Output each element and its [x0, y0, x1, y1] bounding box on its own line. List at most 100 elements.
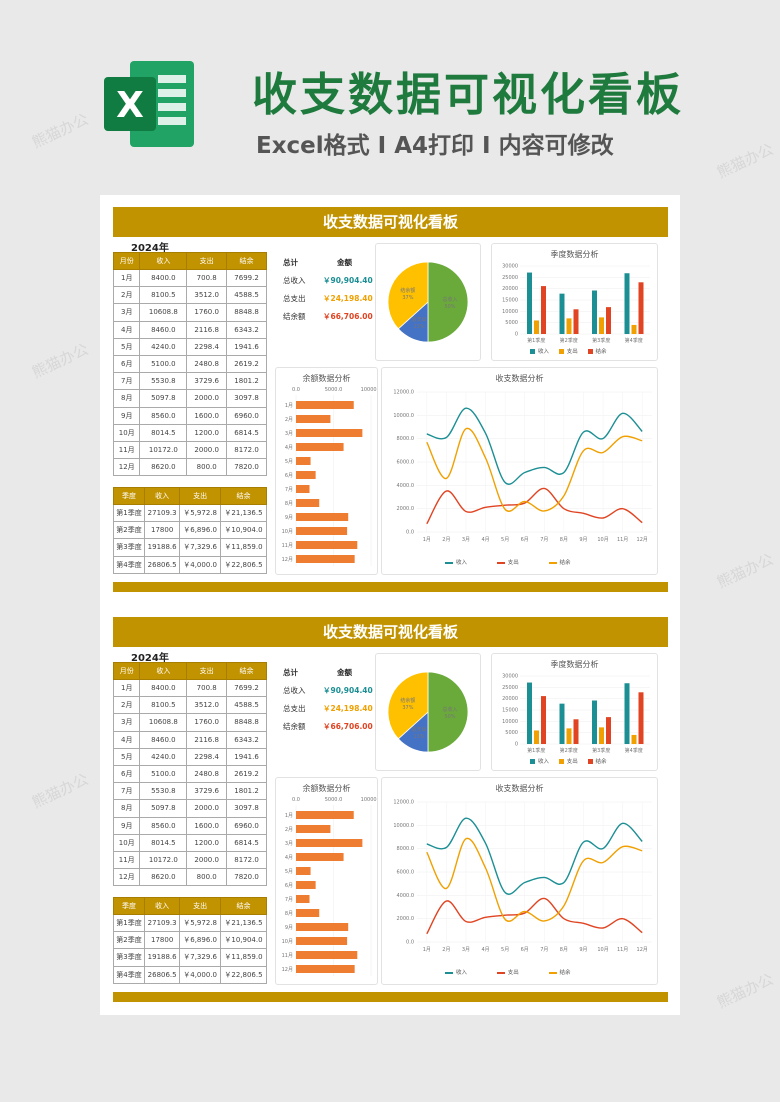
table-cell: ￥4,000.0: [179, 555, 221, 574]
promo-subtitle: Excel格式 I A4打印 I 内容可修改: [256, 133, 614, 159]
table-cell: 7月: [112, 782, 141, 801]
table-cell: 1801.2: [226, 372, 267, 391]
table-cell: 4240.0: [139, 337, 188, 356]
y-tick-label: 2000.0: [397, 916, 415, 922]
table-cell: 2000.0: [186, 799, 228, 818]
table-row: 第1季度 27109.3 ￥5,972.8 ￥21,136.5: [112, 503, 268, 523]
excel-logo-icon: X: [104, 61, 194, 147]
table-cell: 26806.5: [144, 965, 181, 984]
quarter-chart-title: 季度数据分析: [550, 250, 599, 259]
line-legend: 收入 支出 结余: [437, 968, 571, 976]
balance-bar: [296, 415, 331, 423]
table-cell: ￥6,896.0: [179, 931, 221, 950]
legend-balance: 结余: [559, 560, 571, 566]
balance-bar: [296, 429, 363, 437]
table-cell: 第1季度: [112, 503, 146, 523]
quarter-bar: [599, 727, 604, 744]
table-cell: ￥6,896.0: [179, 521, 221, 540]
x-tick-label: 3月: [462, 537, 470, 543]
table-cell: ￥21,136.5: [219, 503, 268, 523]
balance-chart-card: 余额数据分析 0.0 5000.0 10000.0 1月 2月 3月 4月 5月 6月 7月 8月 9…: [275, 777, 378, 985]
balance-bar: [296, 443, 344, 451]
balance-bar: [296, 513, 349, 521]
line-series: [426, 407, 643, 485]
table-cell: 5097.8: [139, 799, 188, 818]
x-tick-label: 10月: [597, 947, 608, 953]
x-tick-label: 第4季度: [625, 747, 643, 754]
monthly-table: 月份 收入 支出 结余 1月 8400.0 700.8 7699.2 2月 8100.5 3512…: [112, 662, 267, 887]
y-tick-label: 12000.0: [393, 800, 414, 806]
dashboard-board-top: 收支数据可视化看板 2024年 月份 收入 支出 结余 1月 8400.0 700.8 76…: [112, 207, 668, 592]
y-tick-label: 15000: [502, 298, 518, 304]
table-cell: 7699.2: [226, 678, 267, 698]
y-tick-label: 0.0: [406, 940, 414, 946]
balance-bar: [296, 965, 355, 973]
pie-chart-card: 总收入 50% 总支出 13% 结余额 37%: [375, 653, 481, 771]
x-tick-label: 第2季度: [560, 747, 578, 754]
monthly-table-header: 支出: [186, 662, 228, 680]
balance-bar: [296, 937, 348, 945]
table-cell: 1801.2: [226, 782, 267, 801]
income-label: 总收入: [283, 686, 306, 695]
table-cell: 10月: [112, 423, 141, 442]
quarter-table-header: 结余: [219, 897, 268, 915]
table-row: 9月 8560.0 1600.0 6960.0: [112, 406, 267, 425]
x-tick-label: 5月: [501, 947, 509, 953]
y-tick-label: 7月: [285, 487, 293, 493]
quarter-bar: [559, 703, 565, 744]
y-tick-label: 25000: [502, 275, 518, 281]
pie-slice: [387, 261, 429, 330]
table-cell: 2116.8: [186, 320, 228, 339]
legend-income: 收入: [538, 349, 550, 355]
table-cell: ￥11,859.0: [219, 538, 268, 557]
quarter-bar: [631, 324, 637, 334]
balance-bar: [296, 485, 310, 493]
table-cell: 第3季度: [112, 948, 146, 967]
year-label: 2024年: [131, 653, 169, 664]
monthly-table: 月份 收入 支出 结余 1月 8400.0 700.8 7699.2 2月 8100.5 3512…: [112, 252, 267, 477]
y-tick-label: 9月: [285, 515, 293, 521]
table-cell: 8848.8: [226, 303, 267, 322]
balance-bar: [296, 923, 349, 931]
totals-header-value: 金额: [337, 258, 352, 267]
table-cell: 2000.0: [186, 389, 228, 408]
table-cell: 8100.5: [139, 286, 188, 305]
promo-header: X 收支数据可视化看板 Excel格式 I A4打印 I 内容可修改: [0, 0, 780, 190]
x-tick-label: 7月: [540, 947, 548, 953]
table-cell: 6814.5: [226, 833, 267, 852]
table-cell: 8460.0: [139, 320, 188, 339]
table-cell: 8100.5: [139, 696, 188, 715]
balance-bar: [296, 881, 316, 889]
y-tick-label: 12月: [282, 967, 293, 973]
y-tick-label: 6000.0: [397, 870, 415, 876]
table-cell: 第1季度: [112, 913, 146, 933]
quarter-table: 季度 收入 支出 结余 第1季度 27109.3 ￥5,972.8 ￥21,136.5 第2季…: [112, 897, 268, 984]
table-cell: ￥7,329.6: [179, 538, 221, 557]
line-chart-title: 收支数据分析: [495, 784, 544, 793]
table-row: 第2季度 17800 ￥6,896.0 ￥10,904.0: [112, 521, 268, 540]
table-cell: 1760.0: [186, 303, 228, 322]
quarter-bar: [592, 700, 597, 744]
table-cell: 4月: [112, 320, 141, 339]
y-tick-label: 4000.0: [397, 483, 415, 489]
y-tick-label: 6月: [285, 883, 293, 889]
promo-title: 收支数据可视化看板: [252, 68, 685, 121]
quarter-bar: [541, 286, 546, 334]
table-row: 5月 4240.0 2298.4 1941.6: [112, 337, 267, 356]
pie-chart-card: 总收入 50% 总支出 13% 结余额 37%: [375, 243, 481, 361]
table-cell: 12月: [112, 868, 141, 887]
table-cell: 第2季度: [112, 931, 146, 950]
balance-bar: [296, 541, 358, 549]
table-cell: 6343.2: [226, 730, 267, 749]
x-tick-label: 第3季度: [592, 337, 610, 344]
quarter-bar: [566, 318, 572, 334]
quarter-bar: [599, 317, 604, 334]
legend-balance: 结余: [595, 349, 607, 355]
table-row: 6月 5100.0 2480.8 2619.2: [112, 354, 267, 374]
table-cell: ￥10,904.0: [219, 931, 268, 950]
balance-chart-title: 余额数据分析: [302, 374, 351, 383]
monthly-table-header: 月份: [112, 252, 141, 270]
table-row: 11月 10172.0 2000.0 8172.0: [112, 850, 267, 870]
legend-expense: 支出: [507, 560, 519, 566]
y-tick-label: 10月: [282, 939, 293, 945]
